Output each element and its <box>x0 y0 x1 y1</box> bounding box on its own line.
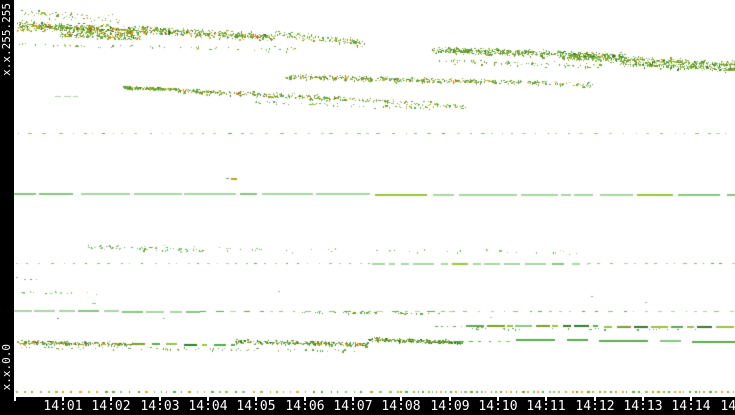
y-axis-bar: x.x.255.255 x.x.0.0 <box>0 0 14 397</box>
x-axis-tick <box>304 397 306 401</box>
y-axis-min-label: x.x.0.0 <box>0 343 13 390</box>
x-axis-tick-label: 14:05 <box>236 399 276 414</box>
x-axis-tick-label: 14:15 <box>720 399 735 414</box>
x-axis-tick <box>594 397 596 401</box>
x-axis-tick-label: 14:13 <box>623 399 663 414</box>
x-axis-tick <box>400 397 402 401</box>
x-axis-tick <box>159 397 161 401</box>
x-axis-tick-label: 14:14 <box>671 399 711 414</box>
x-axis-tick-label: 14:06 <box>285 399 325 414</box>
x-axis-tick-label: 14:03 <box>140 399 180 414</box>
x-axis-tick <box>690 397 692 401</box>
x-axis-tick-label: 14:10 <box>478 399 518 414</box>
x-axis-tick <box>207 397 209 401</box>
x-axis-tick <box>110 397 112 401</box>
y-axis-max-label: x.x.255.255 <box>0 3 13 76</box>
x-axis-tick-label: 14:02 <box>91 399 131 414</box>
x-axis-tick <box>642 397 644 401</box>
x-axis-tick-label: 14:09 <box>430 399 470 414</box>
x-axis-tick-label: 14:04 <box>188 399 228 414</box>
x-axis-tick-label: 14:12 <box>575 399 615 414</box>
x-axis-tick-label: 14:01 <box>43 399 83 414</box>
scatter-plot-canvas[interactable] <box>0 0 735 397</box>
x-axis-tick <box>449 397 451 401</box>
x-axis-tick-label: 14:11 <box>526 399 566 414</box>
x-axis-tick-label: 14:08 <box>381 399 421 414</box>
x-axis-tick <box>255 397 257 401</box>
x-axis-tick <box>352 397 354 401</box>
x-axis-tick <box>14 397 16 401</box>
x-axis-tick <box>62 397 64 401</box>
x-axis-tick-label: 14:07 <box>333 399 373 414</box>
x-axis-bar: 14:01 14:02 14:03 14:04 14:05 14:06 14:07 14:08… <box>0 397 735 415</box>
x-axis-tick <box>497 397 499 401</box>
x-axis-tick <box>545 397 547 401</box>
